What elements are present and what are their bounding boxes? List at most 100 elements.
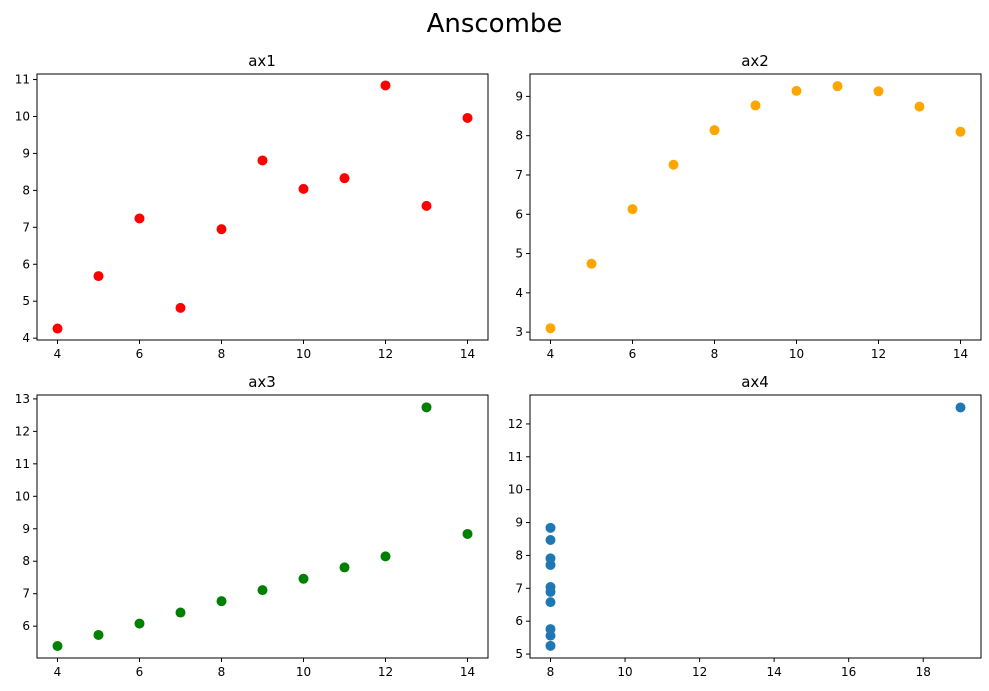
data-point [873, 86, 884, 97]
data-point [421, 200, 432, 211]
axes-frame [36, 73, 489, 341]
subplot-ax3: ax3 4 6 8 10 12 14 6 7 8 9 10 11 12 13 [15, 373, 489, 679]
data-point [175, 302, 186, 313]
data-point [545, 630, 556, 641]
x-tick-label: 12 [378, 347, 393, 361]
x-tick-label: 6 [136, 347, 144, 361]
y-tick-label: 5 [22, 294, 30, 308]
data-point [914, 101, 925, 112]
x-tick-label: 8 [218, 665, 226, 679]
data-point [134, 213, 145, 224]
y-tick-label: 6 [22, 619, 30, 633]
x-tick-label: 8 [711, 347, 719, 361]
data-point [298, 183, 309, 194]
y-tick-label: 3 [515, 325, 523, 339]
y-tick-label: 11 [15, 457, 30, 471]
y-tick-label: 4 [515, 286, 523, 300]
data-point [339, 173, 350, 184]
subplot-ax4: ax4 8 10 12 14 16 18 5 6 7 8 9 10 11 12 [508, 373, 982, 679]
data-point [339, 562, 350, 573]
x-tick-label: 14 [953, 347, 968, 361]
data-point [175, 607, 186, 618]
data-point [216, 224, 227, 235]
subplot-ax2: ax2 4 6 8 10 12 14 3 4 5 6 7 8 9 [515, 52, 982, 361]
data-point [421, 402, 432, 413]
x-tick-label: 14 [460, 665, 475, 679]
data-point [545, 597, 556, 608]
y-tick-label: 7 [515, 168, 523, 182]
y-tick-label: 6 [515, 614, 523, 628]
y-tick-label: 6 [22, 257, 30, 271]
data-point [52, 323, 63, 334]
data-point [380, 551, 391, 562]
subplot-title: ax1 [248, 52, 276, 70]
data-point [462, 528, 473, 539]
data-point [545, 586, 556, 597]
x-tick-label: 8 [547, 665, 555, 679]
x-tick-label: 4 [54, 347, 62, 361]
y-tick-label: 9 [515, 516, 523, 530]
data-point [134, 618, 145, 629]
data-point [586, 258, 597, 269]
y-tick-label: 10 [508, 483, 523, 497]
data-point [93, 629, 104, 640]
axes-frame [529, 73, 982, 341]
data-point [627, 204, 638, 215]
y-tick-label: 11 [508, 450, 523, 464]
x-tick-label: 10 [296, 665, 311, 679]
data-point [216, 596, 227, 607]
data-point [668, 159, 679, 170]
x-tick-label: 10 [789, 347, 804, 361]
axes-frame [529, 394, 982, 659]
x-tick-label: 12 [378, 665, 393, 679]
x-tick-label: 14 [766, 665, 781, 679]
x-tick-label: 4 [54, 665, 62, 679]
data-point [955, 126, 966, 137]
y-tick-label: 8 [515, 548, 523, 562]
data-point [380, 80, 391, 91]
data-point [257, 155, 268, 166]
x-tick-label: 8 [218, 347, 226, 361]
y-tick-label: 12 [508, 417, 523, 431]
subplot-title: ax4 [741, 373, 769, 391]
data-point [545, 522, 556, 533]
subplot-title: ax2 [741, 52, 769, 70]
data-point [545, 553, 556, 564]
subplot-ax1: ax1 4 6 8 10 12 14 4 5 6 7 8 9 10 11 [15, 52, 489, 361]
data-point [955, 402, 966, 413]
data-point [298, 573, 309, 584]
data-point [832, 81, 843, 92]
x-tick-label: 12 [871, 347, 886, 361]
y-tick-label: 13 [15, 392, 30, 406]
y-tick-label: 9 [515, 89, 523, 103]
x-tick-label: 16 [841, 665, 856, 679]
x-tick-label: 12 [692, 665, 707, 679]
y-tick-label: 5 [515, 647, 523, 661]
figure-title: Anscombe [427, 9, 563, 39]
y-tick-label: 7 [515, 581, 523, 595]
subplot-title: ax3 [248, 373, 276, 391]
x-tick-label: 10 [617, 665, 632, 679]
data-point [791, 85, 802, 96]
data-point [257, 585, 268, 596]
y-tick-label: 8 [22, 183, 30, 197]
y-tick-label: 8 [22, 554, 30, 568]
data-point [462, 112, 473, 123]
y-tick-label: 6 [515, 207, 523, 221]
data-point [709, 125, 720, 136]
data-point [545, 323, 556, 334]
data-point [93, 271, 104, 282]
y-tick-label: 7 [22, 587, 30, 601]
x-tick-label: 10 [296, 347, 311, 361]
y-tick-label: 8 [515, 129, 523, 143]
y-tick-label: 11 [15, 73, 30, 87]
y-tick-label: 12 [15, 424, 30, 438]
x-tick-label: 14 [460, 347, 475, 361]
y-tick-label: 7 [22, 220, 30, 234]
data-point [545, 640, 556, 651]
data-point [750, 100, 761, 111]
x-tick-label: 4 [547, 347, 555, 361]
y-tick-label: 9 [22, 522, 30, 536]
y-tick-label: 5 [515, 247, 523, 261]
